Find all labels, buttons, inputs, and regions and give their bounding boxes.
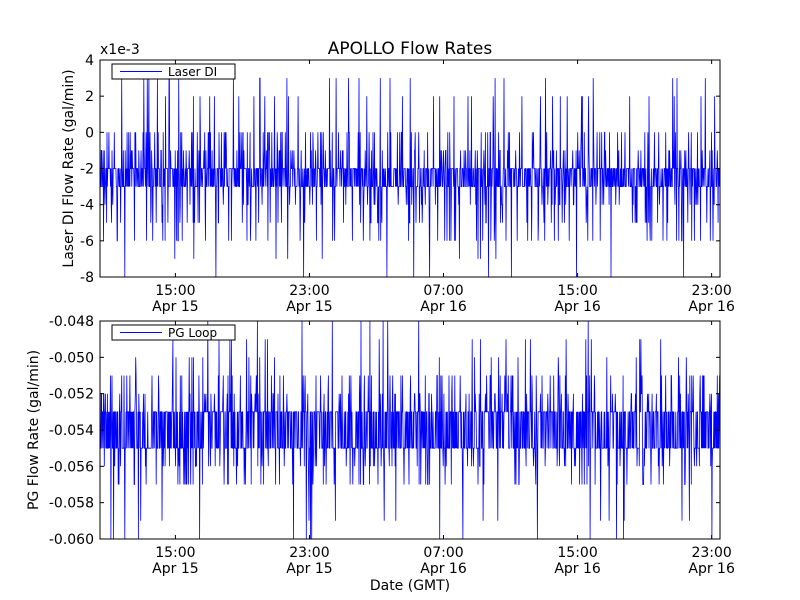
laser-di-legend: Laser DI [111, 63, 236, 80]
laser-di-xtick-time-label: 15:00 [557, 283, 597, 299]
laser-di-xtick-time-label: 15:00 [155, 283, 195, 299]
pg-loop-xtick-date-label: Apr 16 [688, 561, 735, 577]
laser-di-legend-box [111, 63, 236, 80]
x-axis-label: Date (GMT) [370, 578, 450, 594]
pg-loop-ytick-label: -0.054 [49, 423, 94, 439]
pg-loop-ytick-label: -0.052 [49, 387, 94, 403]
pg-loop-legend: PG Loop [111, 324, 236, 341]
laser-di-xtick-time-label: 23:00 [289, 283, 329, 299]
pg-loop-xtick-date-label: Apr 16 [554, 561, 601, 577]
laser-di-xtick-time-label: 07:00 [423, 283, 463, 299]
pg-loop-ytick-label: -0.058 [49, 496, 94, 512]
pg-loop-xtick-time-label: 23:00 [289, 545, 329, 561]
pg-loop-ytick-label: -0.050 [49, 350, 94, 366]
pg-loop-legend-label: PG Loop [168, 326, 217, 340]
pg-loop-xtick-date-label: Apr 15 [152, 561, 198, 577]
laser-di-xtick-date-label: Apr 16 [688, 299, 735, 315]
pg-loop-xtick-date-label: Apr 15 [286, 561, 332, 577]
pg-loop-y-axis-label: PG Flow Rate (gal/min) [26, 350, 42, 510]
chart-title: APOLLO Flow Rates [328, 39, 493, 59]
laser-di-ytick-label: -4 [80, 198, 94, 214]
pg-loop-xtick-time-label: 23:00 [691, 545, 731, 561]
laser-di-ytick-label: 0 [85, 125, 94, 141]
pg-loop-xtick-time-label: 15:00 [155, 545, 195, 561]
pg-loop-legend-box [111, 324, 236, 341]
laser-di-xtick-date-label: Apr 16 [554, 299, 601, 315]
laser-di-series-line [99, 77, 721, 278]
laser-di-xtick-date-label: Apr 16 [420, 299, 467, 315]
pg-loop-xtick-date-label: Apr 16 [420, 561, 467, 577]
pg-loop-ytick-label: -0.048 [49, 314, 94, 330]
laser-di-y-axis-label: Laser DI Flow Rate (gal/min) [61, 69, 77, 267]
laser-di-ytick-label: -8 [80, 270, 94, 286]
pg-loop-series-line [99, 320, 721, 540]
laser-di-legend-label: Laser DI [168, 65, 217, 79]
pg-loop-xtick-time-label: 07:00 [423, 545, 463, 561]
pg-loop-xtick-time-label: 15:00 [557, 545, 597, 561]
laser-di-ytick-label: -6 [80, 234, 94, 250]
laser-di-ytick-label: 4 [85, 53, 94, 69]
pg-loop-ytick-label: -0.056 [49, 459, 94, 475]
laser-di-xtick-date-label: Apr 15 [286, 299, 332, 315]
laser-di-xtick-date-label: Apr 15 [152, 299, 198, 315]
laser-di-xtick-time-label: 23:00 [691, 283, 731, 299]
pg-loop-ytick-label: -0.060 [49, 532, 94, 548]
laser-di-ytick-label: -2 [80, 162, 94, 178]
pg-loop-panel: -0.048 -0.050 -0.052 -0.054 -0.056 -0.058 -0.0… [26, 314, 735, 577]
laser-di-offset-label: x1e-3 [100, 42, 140, 58]
laser-di-ytick-label: 2 [85, 89, 94, 105]
